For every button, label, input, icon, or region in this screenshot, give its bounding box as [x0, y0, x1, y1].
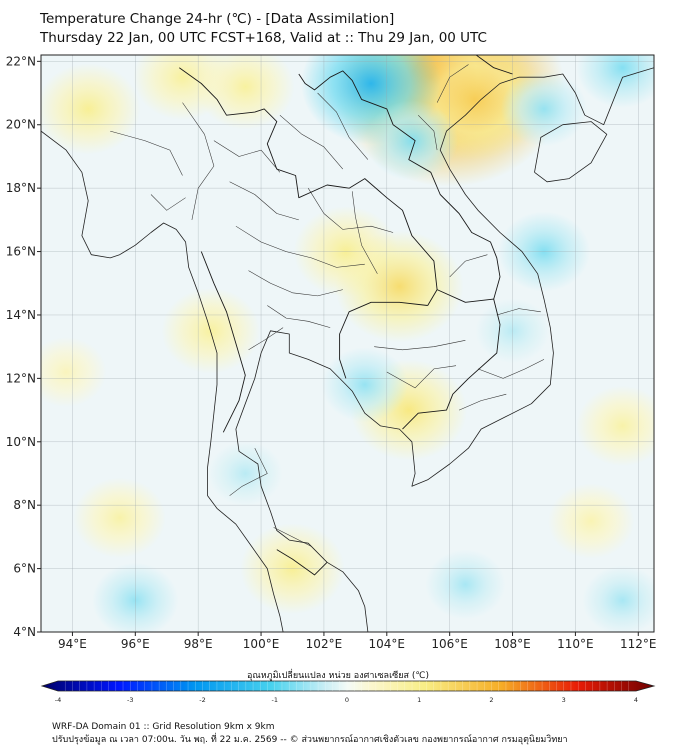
colorbar-tick-label-6: 2 [489, 696, 493, 704]
geographic-boundaries [41, 55, 654, 632]
temperature-anomaly-25 [208, 441, 283, 506]
temperature-anomaly-20 [41, 337, 107, 408]
province-boundary-8 [229, 447, 268, 496]
country-border-3 [402, 289, 501, 430]
title-line-1: Temperature Change 24-hr (℃) - [Data Ass… [40, 11, 395, 27]
lat-label-7: 8°N [13, 498, 36, 512]
lat-label-5: 12°N [6, 371, 36, 385]
graticule [41, 55, 654, 632]
province-boundary-16 [477, 359, 545, 379]
country-border-4 [276, 549, 328, 576]
province-boundary-0 [213, 140, 281, 173]
country-border-5 [298, 70, 501, 300]
colorbar-tick-label-3: -1 [272, 696, 278, 704]
colorbar-tick-label-8: 4 [634, 696, 638, 704]
colorbar-bar [40, 680, 656, 692]
temperature-anomaly-9 [41, 63, 141, 155]
lon-label-2: 98°E [184, 637, 213, 651]
colorbar-tick-label-2: -2 [199, 696, 205, 704]
province-boundary-4 [307, 188, 394, 233]
title-line-2: Thursday 22 Jan, 00 UTC FCST+168, Valid … [40, 30, 487, 46]
lon-label-4: 102°E [306, 637, 343, 651]
temperature-anomaly-18 [576, 385, 654, 467]
footer-line-1: WRF-DA Domain 01 :: Grid Resolution 9km … [52, 722, 275, 732]
country-border-1 [200, 251, 246, 433]
lat-label-2: 18°N [6, 181, 36, 195]
province-boundary-17 [458, 393, 507, 411]
temperature-anomaly-4 [365, 100, 459, 181]
temperature-anomaly-17 [73, 477, 166, 559]
temperature-anomaly-23 [425, 549, 506, 620]
province-boundary-10 [317, 92, 369, 160]
province-boundary-1 [229, 181, 299, 221]
province-boundary-11 [279, 114, 344, 170]
temperature-anomaly-13 [335, 230, 464, 343]
province-boundary-6 [267, 305, 331, 328]
province-boundary-5 [351, 191, 378, 274]
axis-labels: 22°N 20°N 18°N 16°N 14°N 12°N 10°N 8°N 6°N 4°N 94°… [6, 54, 657, 651]
temperature-anomaly-5 [500, 71, 588, 147]
colorbar-tick-label-0: -4 [55, 696, 61, 704]
lon-label-0: 94°E [58, 637, 87, 651]
colorbar-tick-label-1: -3 [127, 696, 133, 704]
lat-label-1: 20°N [6, 118, 36, 132]
lat-label-9: 4°N [13, 625, 36, 639]
lon-label-8: 110°E [557, 637, 594, 651]
temperature-field [41, 55, 654, 632]
province-boundary-15 [496, 308, 541, 316]
lon-label-6: 106°E [431, 637, 468, 651]
province-boundary-3 [248, 270, 343, 297]
country-border-0 [179, 67, 438, 306]
coastline-2 [584, 67, 654, 126]
lat-label-3: 16°N [6, 245, 36, 259]
colorbar-tick-label-5: 1 [417, 696, 421, 704]
temperature-anomaly-21 [321, 347, 409, 423]
lat-label-8: 6°N [13, 562, 36, 576]
province-boundary-20 [182, 102, 215, 220]
lon-label-3: 100°E [243, 637, 280, 651]
colorbar-title: อุณหภูมิเปลี่ยนแปลง หน่วย องศาเซลเซียส (… [246, 671, 430, 681]
lon-label-7: 108°E [494, 637, 531, 651]
map-title: Temperature Change 24-hr (℃) - [Data Ass… [40, 10, 487, 48]
temperature-anomaly-24 [582, 565, 654, 632]
province-boundary-13 [374, 340, 466, 351]
province-boundary-2 [235, 225, 365, 268]
colorbar-tick-label-7: 3 [562, 696, 566, 704]
temperature-anomaly-11 [196, 55, 295, 130]
colorbar: -4 -3 -2 -1 0 1 2 3 4 [40, 680, 656, 704]
lon-label-9: 112°E [620, 637, 657, 651]
footer: WRF-DA Domain 01 :: Grid Resolution 9km … [52, 721, 568, 747]
province-boundary-19 [418, 115, 438, 151]
province-boundary-21 [110, 130, 183, 176]
province-boundary-9 [273, 527, 312, 547]
province-boundary-14 [386, 365, 457, 389]
lon-label-1: 96°E [121, 637, 150, 651]
colorbar-tick-label-4: 0 [345, 696, 349, 704]
province-boundary-12 [449, 254, 488, 278]
plot-frame [40, 54, 655, 633]
province-boundary-18 [436, 64, 469, 103]
lat-label-6: 10°N [6, 435, 36, 449]
coastline-1 [235, 73, 586, 632]
country-border-2 [339, 301, 428, 379]
coastline-0 [41, 130, 284, 632]
lat-label-4: 14°N [6, 308, 36, 322]
temperature-anomaly-6 [576, 55, 654, 108]
province-boundary-22 [150, 194, 186, 211]
lon-label-5: 104°E [369, 637, 406, 651]
country-border-6 [427, 55, 513, 75]
lat-label-0: 22°N [6, 54, 36, 68]
coastline-3 [534, 121, 608, 183]
footer-line-2: ปรับปรุงข้อมูล ณ เวลา 07:00น. วัน พฤ. ที… [52, 735, 568, 745]
temperature-anomaly-19 [547, 483, 635, 559]
